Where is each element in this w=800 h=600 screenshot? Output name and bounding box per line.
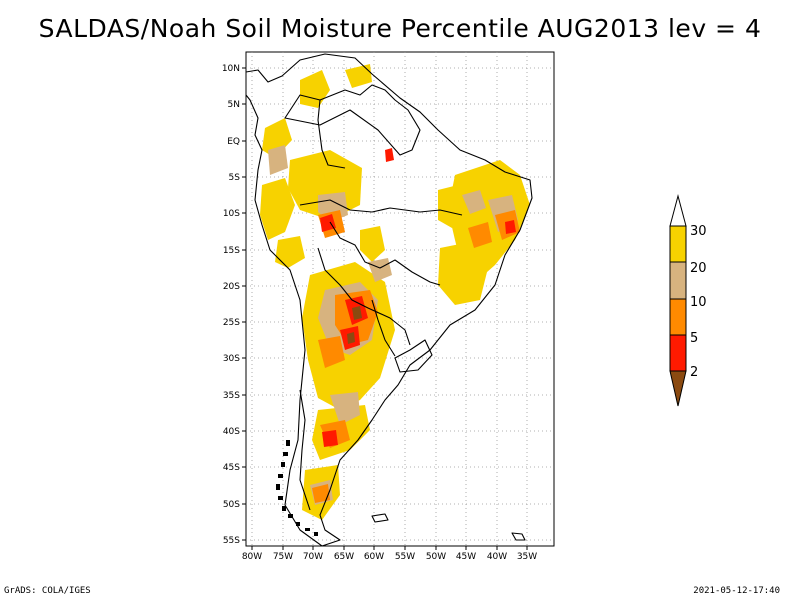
lon-tick-label: 55W (395, 552, 415, 562)
lat-tick-label: 5N (228, 100, 240, 110)
lat-tick-label: 55S (223, 536, 240, 546)
lat-tick-labels: 10N 5N EQ 5S 10S 15S 20S 25S 30S 35S 40S… (222, 64, 240, 546)
footer-credit: GrADS: COLA/IGES (4, 586, 91, 596)
lat-tick-label: EQ (227, 137, 240, 147)
lon-tick-labels: 80W 75W 70W 65W 60W 55W 50W 45W 40W 35W (242, 552, 537, 562)
lat-tick-label: 20S (223, 282, 240, 292)
colorbar-above-30 (669, 194, 687, 227)
colorbar-label: 5 (690, 331, 698, 346)
lon-tick-label: 35W (517, 552, 537, 562)
colorbar-label: 20 (690, 261, 707, 276)
colorbar-20-30 (669, 225, 687, 263)
coastlines (246, 53, 533, 546)
lat-tick-label: 25S (223, 318, 240, 328)
footer-timestamp: 2021-05-12-17:40 (693, 586, 780, 596)
colorbar-2-5 (669, 334, 687, 372)
colorbar-label: 2 (690, 365, 698, 380)
lat-tick-label: 40S (223, 427, 240, 437)
lat-tick-label: 50S (223, 500, 240, 510)
lat-tick-label: 10N (222, 64, 240, 74)
colorbar-below-2 (669, 370, 687, 407)
percentile-shading (260, 64, 530, 520)
axis-ticks (242, 67, 528, 550)
map-frame (245, 51, 555, 547)
lon-tick-label: 75W (273, 552, 293, 562)
lat-tick-label: 5S (229, 173, 241, 183)
lon-tick-label: 70W (303, 552, 323, 562)
lon-tick-label: 60W (364, 552, 384, 562)
lat-tick-label: 15S (223, 246, 240, 256)
lat-tick-label: 10S (223, 209, 240, 219)
lon-tick-label: 40W (487, 552, 507, 562)
lat-tick-label: 35S (223, 391, 240, 401)
colorbar-10-20 (669, 261, 687, 300)
map-title: SALDAS/Noah Soil Moisture Percentile AUG… (38, 14, 762, 43)
lat-tick-label: 30S (223, 354, 240, 364)
lon-tick-label: 45W (456, 552, 476, 562)
lon-tick-label: 80W (242, 552, 262, 562)
lon-tick-label: 65W (334, 552, 354, 562)
colorbar-label: 30 (690, 224, 707, 239)
colorbar-5-10 (669, 298, 687, 336)
lat-tick-label: 45S (223, 463, 240, 473)
lon-tick-label: 50W (426, 552, 446, 562)
colorbar-label: 10 (690, 295, 707, 310)
fjord-coast (276, 440, 318, 536)
